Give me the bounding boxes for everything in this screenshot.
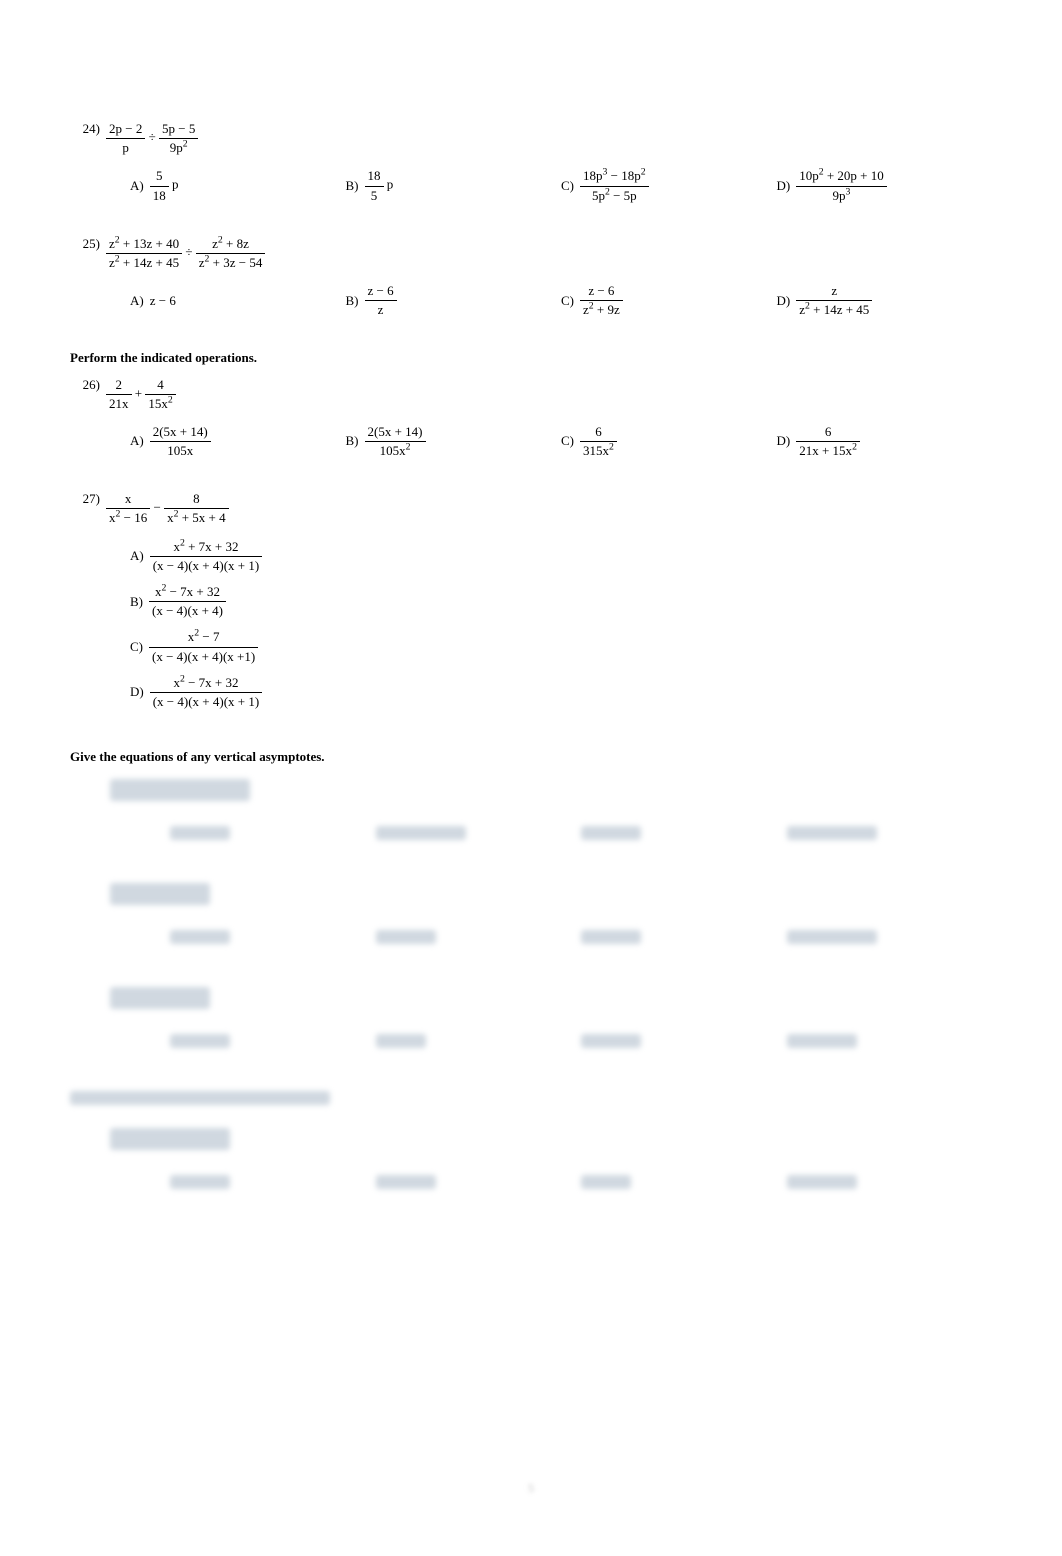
choice-d: D) x2 − 7x + 32(x − 4)(x + 4)(x + 1) [130,674,570,711]
choices-row: A) 518 p B) 185 p C) 18p3 − 18p25p2 − 5p… [130,167,992,204]
blurred-problem [110,1124,992,1198]
choice-label: C) [130,638,143,656]
choice-label: B) [130,593,143,611]
choice-content: 6315x2 [580,423,617,460]
problem-25: 25) z2 + 13z + 40z2 + 14z + 45 ÷ z2 + 8z… [70,235,992,320]
question-expression: xx2 − 16 − 8x2 + 5x + 4 [106,490,992,527]
choice-b: B) 2(5x + 14)105x2 [346,423,562,460]
question-number: 26) [70,376,106,394]
choice-label: D) [777,292,791,310]
choice-content: x2 − 7x + 32(x − 4)(x + 4) [149,583,226,620]
choice-b: B) z − 6z [346,282,562,319]
choice-label: A) [130,547,144,565]
choice-c: C) z − 6z2 + 9z [561,282,777,319]
choice-label: B) [346,432,359,450]
choices-row: A) z − 6 B) z − 6z C) z − 6z2 + 9z D) zz… [130,282,992,319]
blurred-problem [110,879,992,953]
blurred-problem [110,775,992,849]
choice-label: C) [561,177,574,195]
choice-label: A) [130,292,144,310]
choice-content: 518 p [150,167,179,204]
page-number: 5 [0,1481,1062,1496]
choice-label: B) [346,177,359,195]
choice-content: x2 − 7(x − 4)(x + 4)(x +1) [149,628,258,665]
problem-24: 24) 2p − 2p ÷ 5p − 59p2 A) 518 p B) 185 … [70,120,992,205]
problem-26: 26) 221x + 415x2 A) 2(5x + 14)105x B) 2(… [70,376,992,461]
choice-d: D) zz2 + 14z + 45 [777,282,993,319]
choice-b: B) 185 p [346,167,562,204]
choice-a: A) z − 6 [130,282,346,319]
choice-label: A) [130,177,144,195]
choices-2col: A) x2 + 7x + 32(x − 4)(x + 4)(x + 1) B) … [130,538,992,720]
choice-content: z − 6z2 + 9z [580,282,623,319]
choice-content: x2 + 7x + 32(x − 4)(x + 4)(x + 1) [150,538,262,575]
question-number: 25) [70,235,106,253]
choice-label: D) [130,683,144,701]
choice-content: 18p3 − 18p25p2 − 5p [580,167,649,204]
question-expression: 221x + 415x2 [106,376,992,413]
choice-a: A) 518 p [130,167,346,204]
choice-d: D) 10p2 + 20p + 109p3 [777,167,993,204]
section-heading: Perform the indicated operations. [70,350,992,366]
choice-c: C) 6315x2 [561,423,777,460]
choice-content: 10p2 + 20p + 109p3 [796,167,887,204]
choices-row: A) 2(5x + 14)105x B) 2(5x + 14)105x2 C) … [130,423,992,460]
choice-content: z − 6 [150,292,176,310]
blurred-heading [70,1087,992,1114]
choice-content: 2(5x + 14)105x2 [365,423,426,460]
blurred-problem [110,983,992,1057]
page: 24) 2p − 2p ÷ 5p − 59p2 A) 518 p B) 185 … [0,0,1062,1556]
choice-label: D) [777,177,791,195]
choice-c: C) x2 − 7(x − 4)(x + 4)(x +1) [130,628,570,665]
choice-content: 2(5x + 14)105x [150,423,211,460]
choice-label: A) [130,432,144,450]
choice-label: C) [561,292,574,310]
choice-content: z − 6z [365,282,397,319]
question-number: 24) [70,120,106,138]
choice-c: C) 18p3 − 18p25p2 − 5p [561,167,777,204]
question-expression: z2 + 13z + 40z2 + 14z + 45 ÷ z2 + 8zz2 +… [106,235,992,272]
question-expression: 2p − 2p ÷ 5p − 59p2 [106,120,992,157]
choice-d: D) 621x + 15x2 [777,423,993,460]
choice-label: D) [777,432,791,450]
choice-content: 621x + 15x2 [796,423,860,460]
choice-label: C) [561,432,574,450]
question-number: 27) [70,490,106,508]
choice-content: x2 − 7x + 32(x − 4)(x + 4)(x + 1) [150,674,262,711]
problem-27: 27) xx2 − 16 − 8x2 + 5x + 4 A) x2 + 7x +… [70,490,992,719]
choice-content: 185 p [365,167,394,204]
choice-a: A) x2 + 7x + 32(x − 4)(x + 4)(x + 1) [130,538,570,575]
choice-b: B) x2 − 7x + 32(x − 4)(x + 4) [130,583,570,620]
choice-label: B) [346,292,359,310]
choice-a: A) 2(5x + 14)105x [130,423,346,460]
choice-content: zz2 + 14z + 45 [796,282,872,319]
section-heading: Give the equations of any vertical asymp… [70,749,992,765]
blurred-content [70,775,992,1198]
